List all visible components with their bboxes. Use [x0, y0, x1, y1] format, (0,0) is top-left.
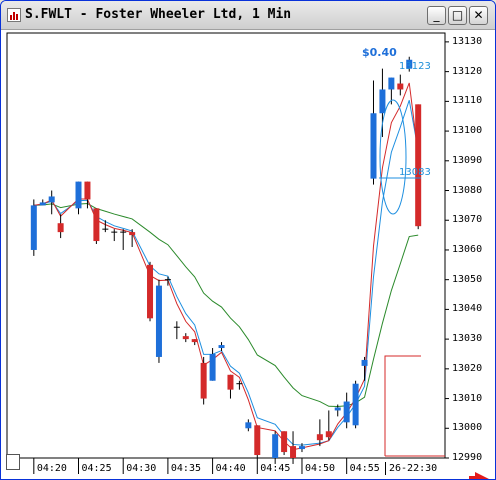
candle-body — [48, 196, 55, 203]
price-tick-label: 13090 — [452, 154, 483, 166]
price-tick-label: 13020 — [452, 362, 483, 374]
price-tick-label: 13000 — [452, 422, 483, 434]
candle-body — [57, 223, 64, 233]
candle-body — [281, 431, 288, 453]
candle-body — [129, 232, 136, 236]
candle-body — [200, 362, 207, 399]
price-tick-label: 13030 — [452, 333, 483, 345]
low-annotation: 13083 — [399, 167, 431, 178]
candle-body — [316, 434, 323, 441]
candle-body — [218, 345, 225, 349]
time-tick-label: 04:25 — [81, 463, 112, 474]
candle-body — [290, 446, 297, 458]
plot-frame — [6, 32, 446, 459]
window-title: S.FWLT - Foster Wheeler Ltd, 1 Min — [25, 7, 292, 22]
scroll-right-arrow-icon[interactable] — [469, 472, 489, 479]
close-button[interactable]: ✕ — [469, 6, 488, 25]
price-tick-label: 13110 — [452, 95, 483, 107]
fast-ma-line — [33, 82, 419, 451]
candle-body — [227, 374, 234, 390]
gain-label: $0.40 — [362, 46, 397, 59]
title-bar[interactable]: S.FWLT - Foster Wheeler Ltd, 1 Min _ □ ✕ — [1, 1, 495, 30]
candle-body — [75, 181, 82, 209]
candle-body — [325, 431, 332, 438]
candle-body — [155, 285, 162, 357]
candle-body — [84, 181, 91, 200]
price-tick-label: 13060 — [452, 243, 483, 255]
chart-app-icon — [7, 8, 21, 22]
price-tick-label: 13070 — [452, 214, 483, 226]
maximize-button[interactable]: □ — [448, 6, 467, 25]
time-tick-label: 04:50 — [304, 463, 336, 474]
candle-body — [147, 264, 154, 319]
candle-body — [370, 113, 377, 179]
candle-body — [254, 425, 261, 456]
candle-body — [388, 77, 395, 90]
candle-body — [415, 104, 422, 227]
time-tick-label: 04:20 — [36, 463, 67, 474]
candle-body — [39, 202, 46, 206]
slow-ma-line — [33, 203, 419, 407]
time-tick-label: 04:45 — [260, 463, 291, 474]
candle-body — [334, 407, 341, 411]
candle-body — [209, 353, 216, 381]
candle-body — [93, 208, 100, 242]
price-tick-label: 13050 — [452, 273, 483, 285]
candle-body — [298, 446, 305, 450]
high-annotation: 13123 — [399, 61, 431, 72]
candle-body — [352, 383, 359, 426]
price-tick-label: 13080 — [452, 184, 483, 196]
current-range-outline — [384, 355, 421, 456]
price-chart[interactable] — [1, 30, 495, 480]
current-time-label: 26-22:30 — [385, 462, 443, 475]
price-tick-label: 12990 — [452, 452, 483, 463]
candle-body — [245, 422, 252, 429]
candle-body — [191, 339, 198, 343]
candle-body — [272, 434, 279, 458]
chart-area[interactable]: 13130 13120 13110 13100 13090 13080 13070 13060… — [1, 30, 495, 480]
candle-body — [30, 205, 37, 250]
spike-highlight-ellipse — [379, 99, 407, 215]
candle-body — [343, 401, 350, 423]
time-tick-label: 04:35 — [170, 463, 201, 474]
mid-ma-line — [33, 100, 419, 446]
candle-body — [397, 83, 404, 90]
time-tick-label: 04:30 — [126, 463, 157, 474]
candle-body — [182, 336, 189, 340]
candle-body — [379, 89, 386, 114]
time-tick-label: 04:55 — [349, 463, 380, 474]
scroll-handle[interactable] — [6, 454, 20, 470]
price-tick-label: 13040 — [452, 303, 483, 315]
price-tick-label: 13100 — [452, 125, 483, 137]
price-tick-label: 13130 — [452, 35, 483, 47]
time-tick-label: 04:40 — [215, 463, 246, 474]
candle-body — [406, 59, 413, 69]
candle-body — [361, 359, 368, 366]
minimize-button[interactable]: _ — [427, 6, 446, 25]
price-tick-label: 13120 — [452, 65, 483, 77]
price-tick-label: 13010 — [452, 392, 483, 404]
